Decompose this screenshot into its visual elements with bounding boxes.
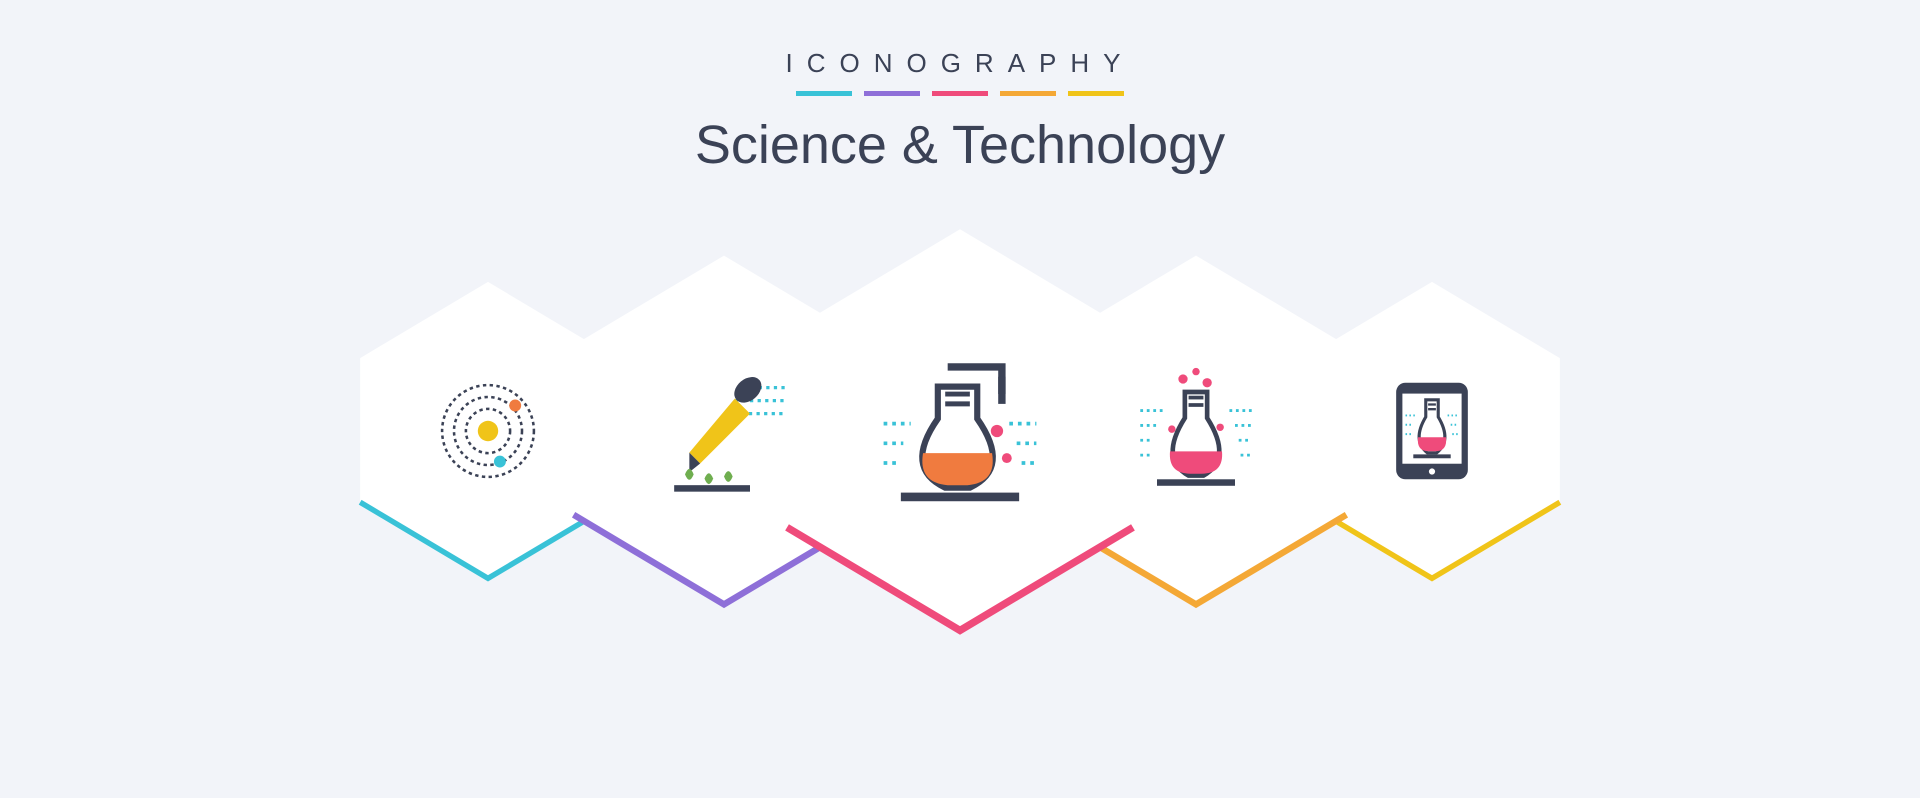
accent-bar-3 <box>932 91 988 96</box>
accent-bar-5 <box>1068 91 1124 96</box>
flask-stand-icon <box>868 339 1052 523</box>
accent-bar-2 <box>864 91 920 96</box>
icon-row <box>370 246 1550 616</box>
tablet-flask-icon <box>1364 363 1500 499</box>
eyebrow-text: ICONOGRAPHY <box>695 48 1225 79</box>
accent-bar-4 <box>1000 91 1056 96</box>
orbit-icon <box>420 363 556 499</box>
header: ICONOGRAPHY Science & Technology <box>695 48 1225 176</box>
accent-bars <box>695 91 1225 96</box>
hex-card-flask-stand <box>776 218 1144 644</box>
accent-bar-1 <box>796 91 852 96</box>
page-title: Science & Technology <box>695 114 1225 176</box>
